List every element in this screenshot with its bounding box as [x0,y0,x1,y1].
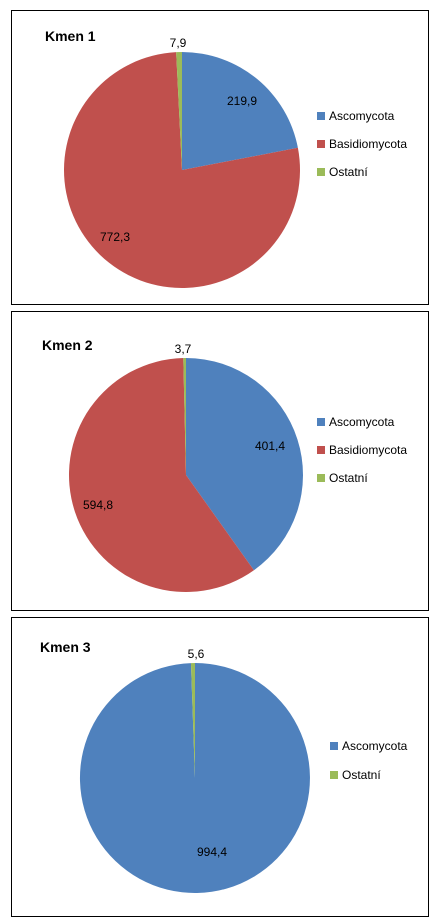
pie-slice-ostatn [183,357,186,475]
pie-slice-basidiomycota [68,358,254,592]
legend-label: Ascomycota [329,109,395,123]
legend-swatch [330,771,338,779]
data-label: 594,8 [83,498,113,512]
data-label: 994,4 [197,845,227,859]
chart-title: Kmen 1 [45,28,96,44]
pie-chart-1: Kmen 1 219,9 772,3 7,9 Ascomycota Basidiomyco… [45,28,407,289]
chart-panel-3: Kmen 3 994,4 5,6 Ascomycota Ostatní [11,617,429,917]
chart-title: Kmen 3 [40,639,91,655]
chart-title: Kmen 2 [42,337,93,353]
data-label: 5,6 [188,647,205,661]
legend-swatch [330,742,338,750]
data-label: 401,4 [255,439,285,453]
legend-swatch [317,140,325,148]
pie-slice-ascomycota [79,663,310,893]
legend-swatch [317,474,325,482]
legend-label: Basidiomycota [329,137,407,151]
pie-chart-3: Kmen 3 994,4 5,6 Ascomycota Ostatní [40,639,408,893]
data-label: 7,9 [170,36,187,50]
legend-swatch [317,446,325,454]
pie-chart-2: Kmen 2 401,4 594,8 3,7 Ascomycota Basidiomyco… [42,337,407,592]
pie-slice-ostatn [190,663,195,778]
legend-label: Ostatní [329,165,368,179]
pie-slice-ascomycota [186,358,303,571]
legend-label: Basidiomycota [329,443,407,457]
legend-swatch [317,168,325,176]
legend-label: Ostatní [329,471,368,485]
pie-slice-ostatn [176,52,182,170]
chart-panel-1: Kmen 1 219,9 772,3 7,9 Ascomycota Basidiomyco… [11,10,429,305]
data-label: 219,9 [227,94,257,108]
data-label: 3,7 [175,342,192,356]
pie-slice-ascomycota [182,52,298,170]
pie-slice-basidiomycota [63,52,300,289]
legend-swatch [317,112,325,120]
legend-swatch [317,418,325,426]
legend-label: Ascomycota [342,739,408,753]
chart-panel-2: Kmen 2 401,4 594,8 3,7 Ascomycota Basidiomyco… [11,311,429,611]
legend-label: Ostatní [342,768,381,782]
data-label: 772,3 [100,230,130,244]
legend-label: Ascomycota [329,415,395,429]
